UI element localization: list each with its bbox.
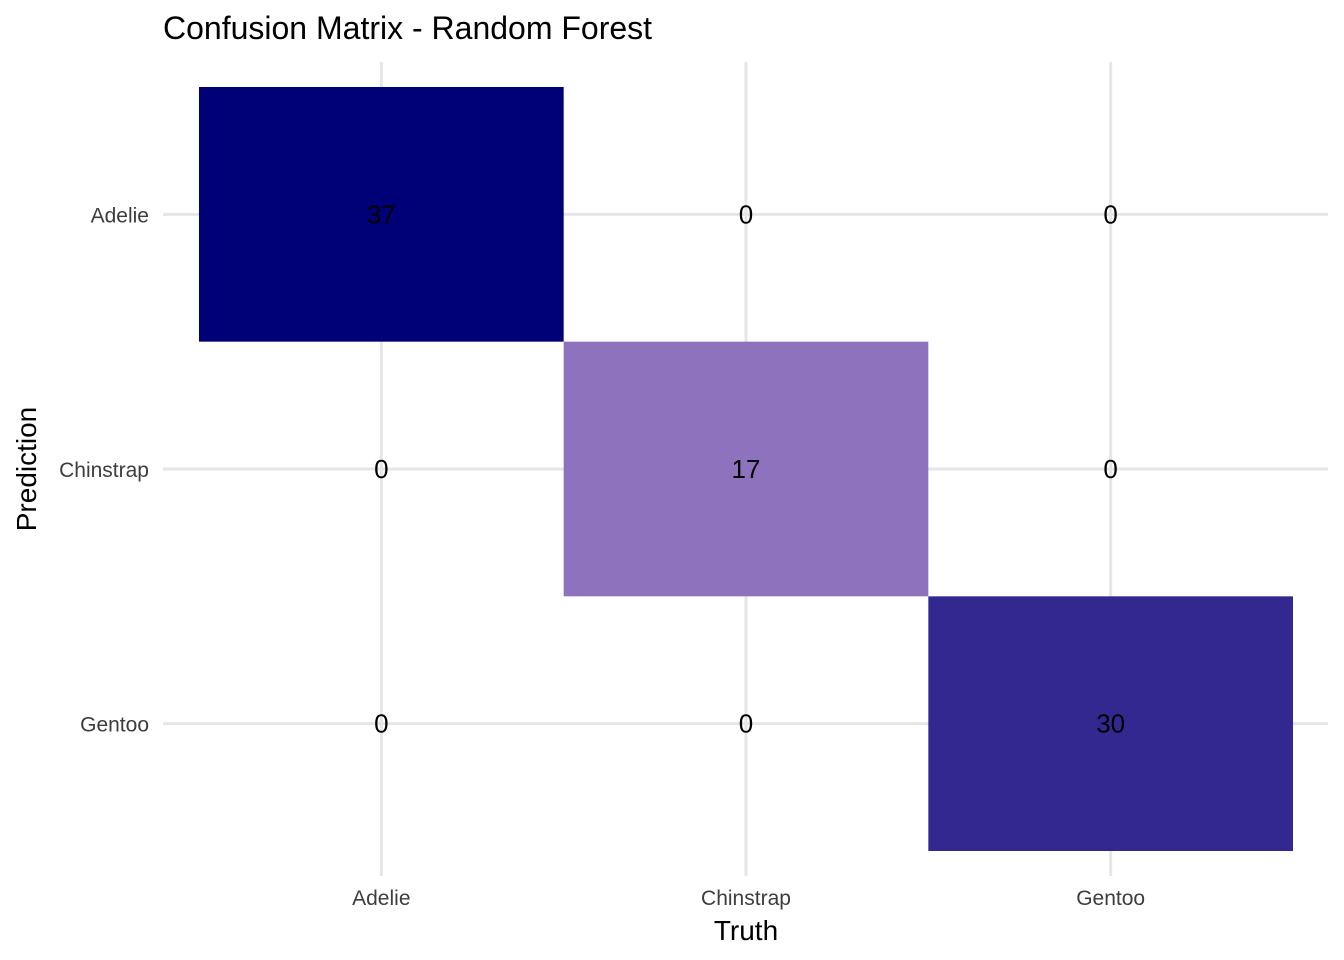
heatmap-cell <box>928 596 1293 851</box>
cell-value-label: 0 <box>1103 454 1117 484</box>
cell-value-label: 17 <box>732 454 761 484</box>
heatmap-cell <box>199 87 564 342</box>
y-axis-title: Prediction <box>11 407 42 532</box>
y-tick-label: Chinstrap <box>59 459 149 482</box>
cell-value-label: 0 <box>374 454 388 484</box>
heatmap-cells <box>199 87 1293 851</box>
cell-value-label: 37 <box>367 199 396 229</box>
x-tick-label: Adelie <box>352 887 410 910</box>
cell-value-label: 0 <box>1103 199 1117 229</box>
cell-value-labels: 37 0 0 0 17 0 0 0 30 <box>367 199 1125 738</box>
y-tick-label: Gentoo <box>80 714 149 737</box>
y-tick-label: Adelie <box>91 204 149 227</box>
cell-value-label: 0 <box>739 199 753 229</box>
cell-value-label: 30 <box>1096 709 1125 739</box>
chart-title: Confusion Matrix - Random Forest <box>163 10 652 46</box>
x-tick-label: Chinstrap <box>701 887 791 910</box>
cell-value-label: 0 <box>374 709 388 739</box>
x-tick-label: Gentoo <box>1076 887 1145 910</box>
x-axis-title: Truth <box>714 915 778 946</box>
heatmap-cell <box>563 341 929 597</box>
cell-value-label: 0 <box>739 709 753 739</box>
axis-tick-labels: Adelie Chinstrap Gentoo Adelie Chinstrap Gent… <box>59 204 1145 910</box>
